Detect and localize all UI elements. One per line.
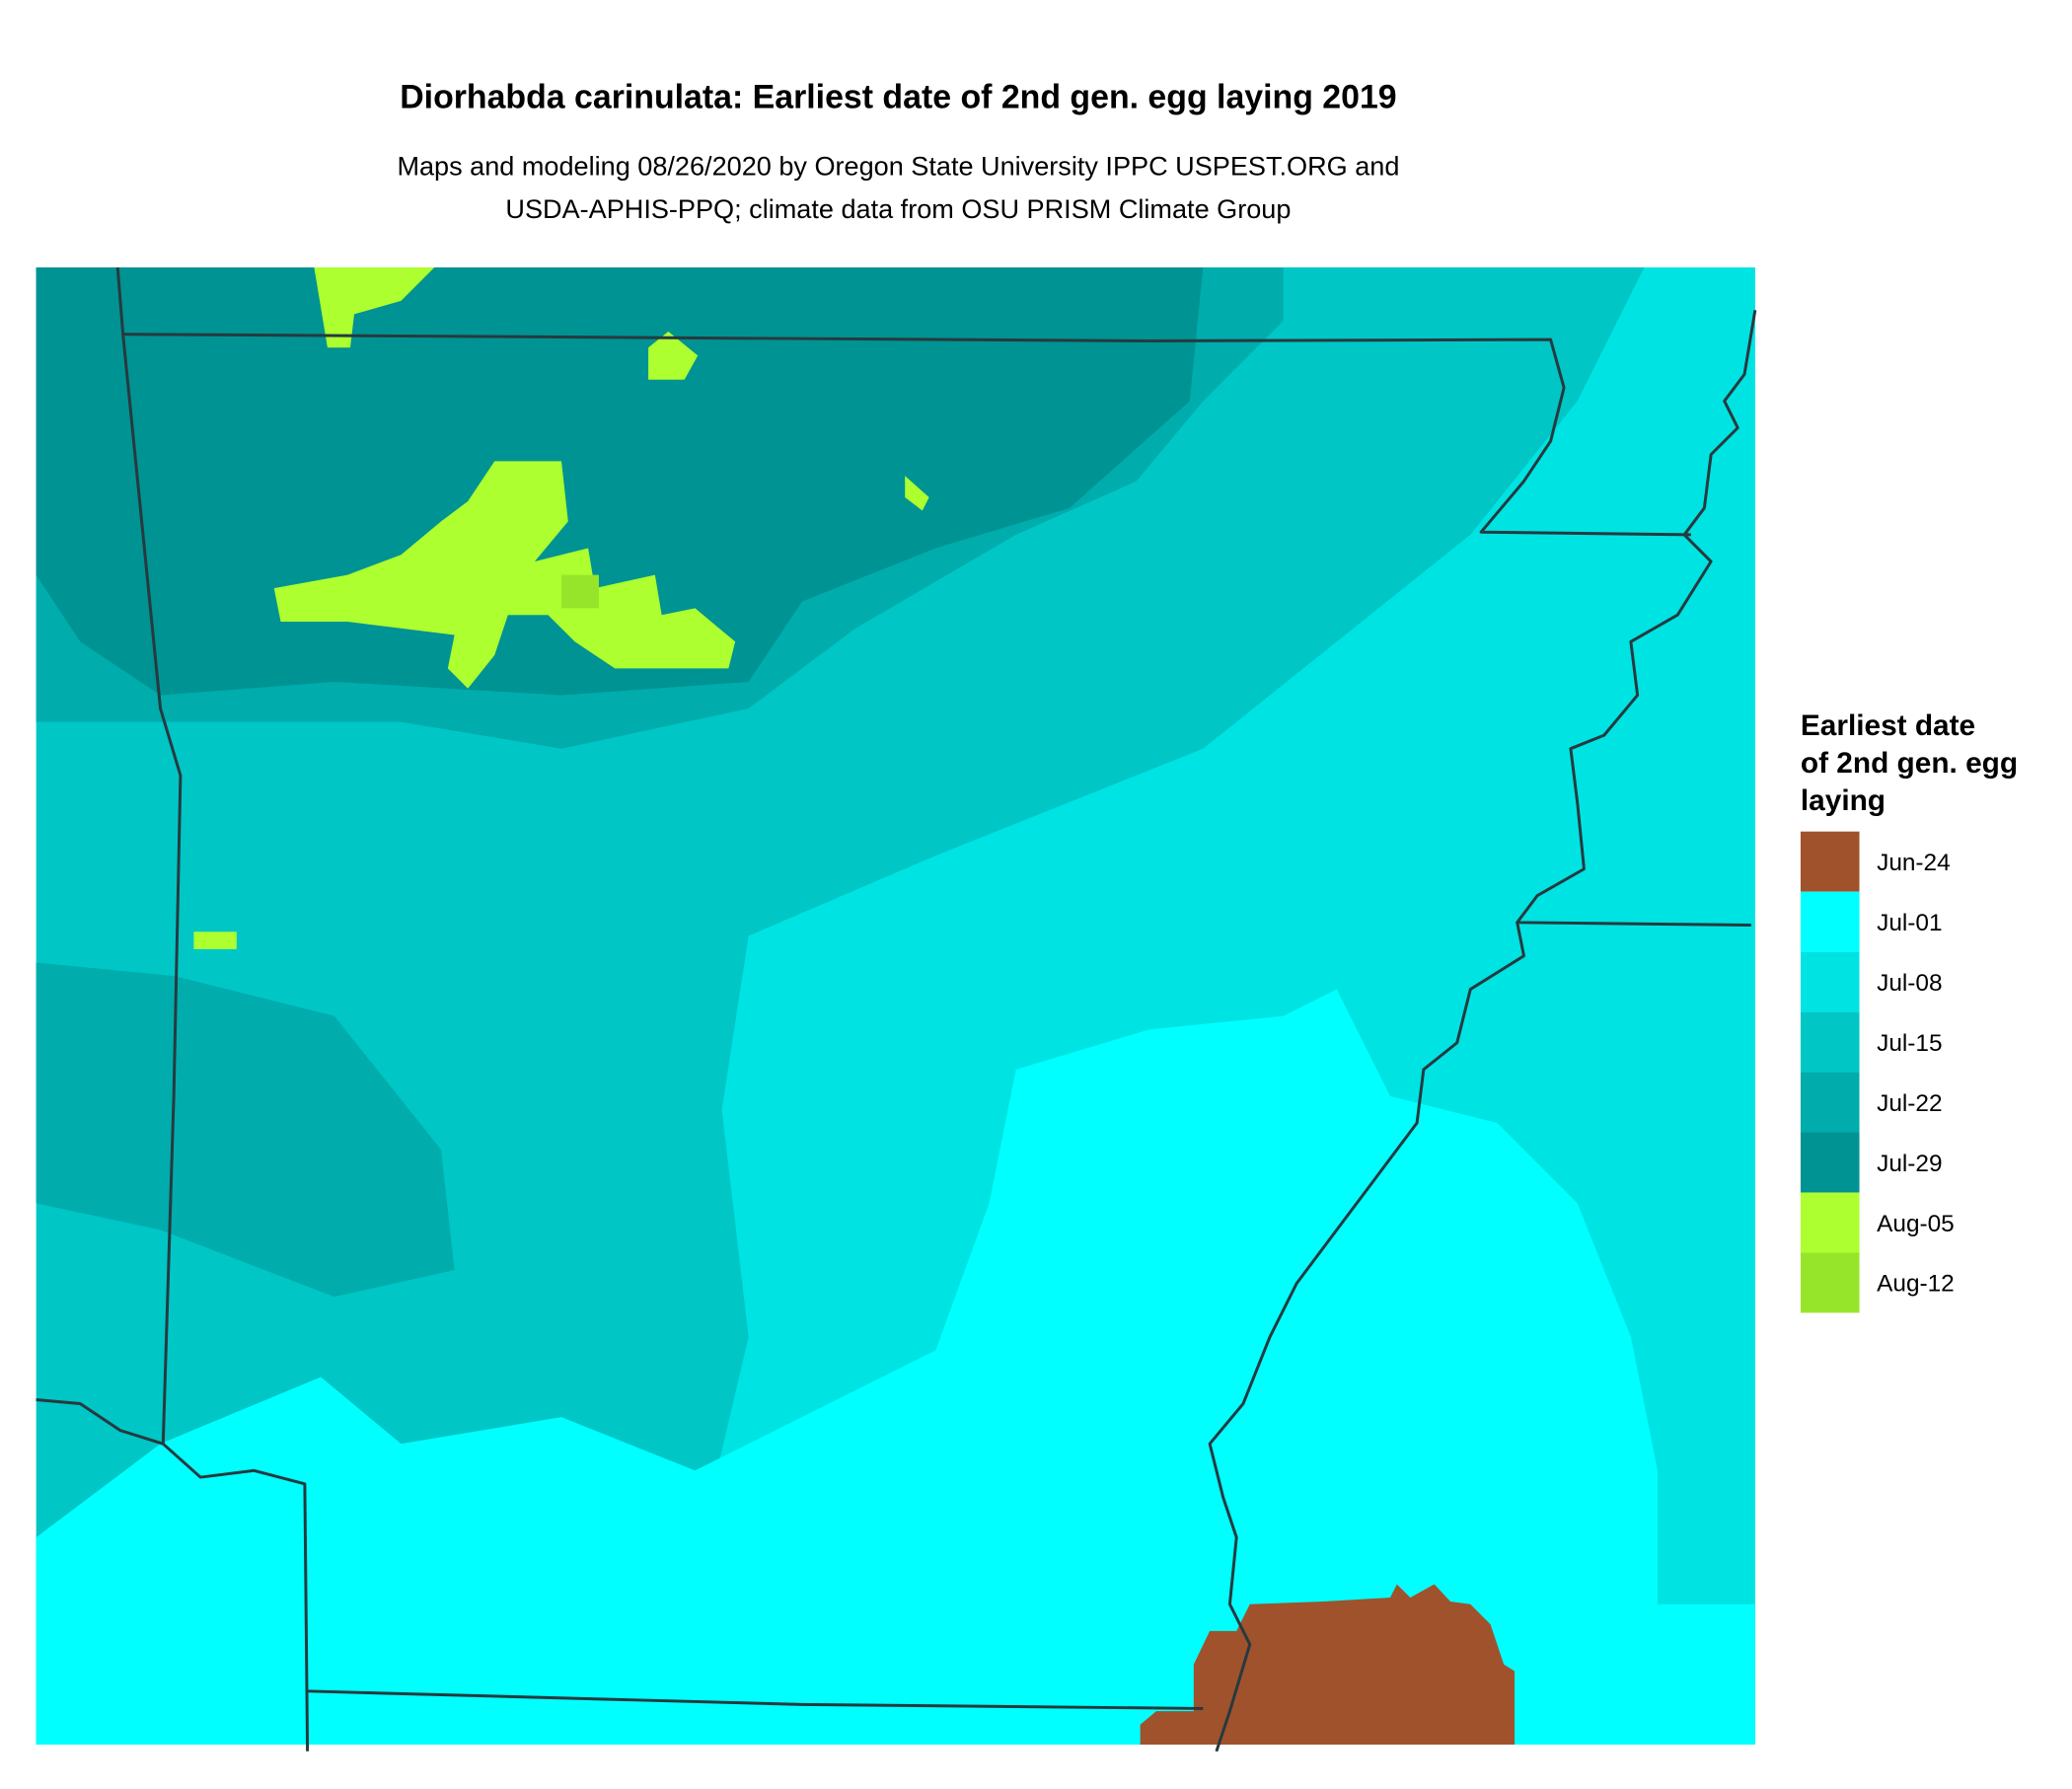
legend-label: Aug-12 [1877, 1271, 1955, 1298]
legend-label: Jul-29 [1877, 1151, 1942, 1177]
legend-swatch [1800, 831, 1860, 892]
legend-title: Earliest date [1801, 709, 1975, 742]
title: Diorhabda carinulata: Earliest date of 2… [400, 79, 1396, 116]
zone-jul-22 [36, 962, 455, 1298]
zone-jun-24 [1140, 1584, 1515, 1746]
legend-label: Jul-22 [1877, 1090, 1942, 1117]
legend-swatch [1800, 1252, 1860, 1313]
legend-label: Jun-24 [1877, 850, 1951, 876]
state-borders [36, 266, 1757, 1752]
legend-swatch [1800, 891, 1860, 952]
figure-group: Diorhabda carinulata: Earliest date of 2… [36, 79, 2018, 1752]
zone-aug-12 [561, 574, 599, 609]
legend: Jun-24 Jul-01 Jul-08 Jul-15 Jul-22 Jul-29 Aug-… [1800, 831, 1955, 1313]
zone-jul-01 [36, 989, 1755, 1746]
legend-swatch [1800, 1011, 1860, 1073]
legend-swatch [1800, 1192, 1860, 1253]
legend-title: of 2nd gen. egg [1801, 747, 2018, 780]
legend-title: laying [1801, 784, 1886, 817]
zone-aug-05 [193, 266, 929, 949]
legend-swatch [1800, 1132, 1860, 1193]
legend-label: Jul-15 [1877, 1030, 1942, 1057]
legend-swatch [1800, 951, 1860, 1012]
map [36, 266, 1755, 1746]
subtitle-line: Maps and modeling 08/26/2020 by Oregon S… [397, 150, 1399, 181]
legend-label: Aug-05 [1877, 1211, 1955, 1237]
legend-label: Jul-08 [1877, 970, 1942, 997]
subtitle-line: USDA-APHIS-PPQ; climate data from OSU PR… [505, 193, 1291, 224]
legend-swatch [1800, 1072, 1860, 1133]
legend-label: Jul-01 [1877, 910, 1942, 936]
